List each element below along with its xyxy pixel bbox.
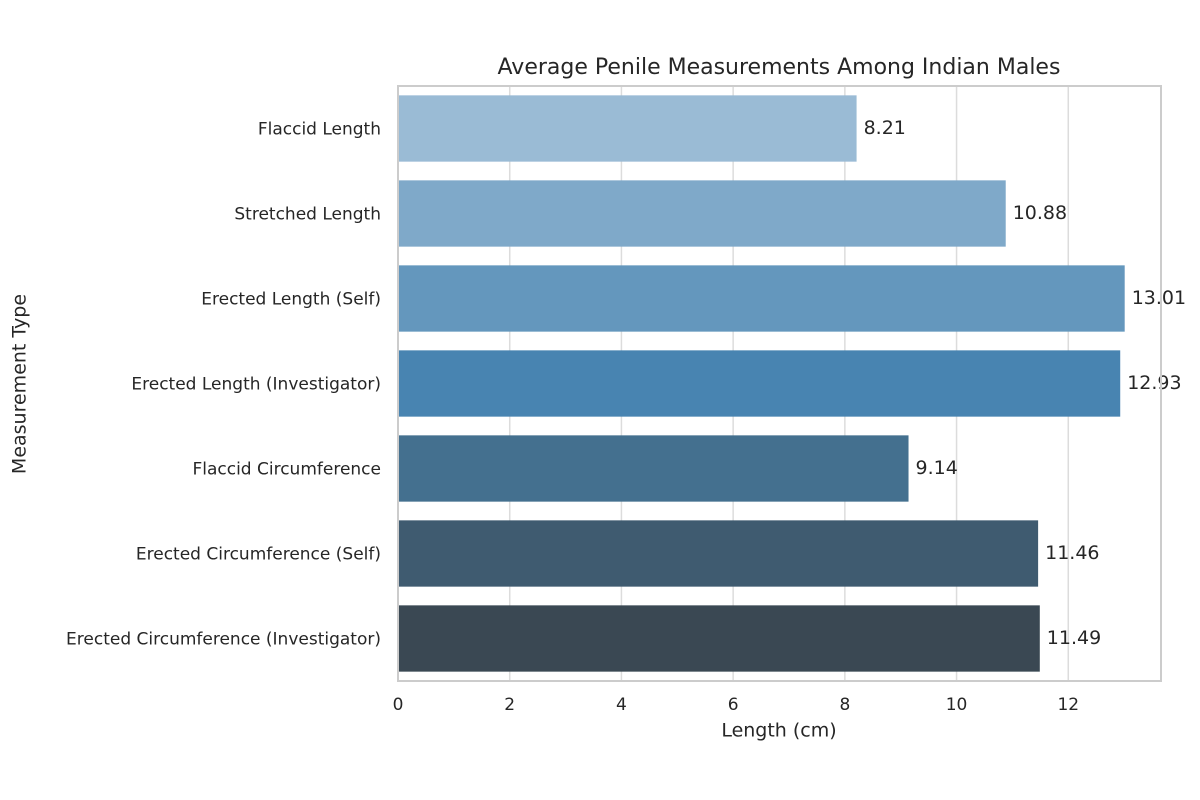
value-label: 10.88 [1013, 202, 1067, 224]
x-tick-label: 4 [616, 695, 627, 715]
bar [398, 435, 909, 502]
y-tick-label: Stretched Length [234, 205, 381, 225]
bar [398, 95, 857, 162]
x-tick-label: 12 [1057, 695, 1079, 715]
bar [398, 265, 1125, 332]
value-label: 11.46 [1045, 542, 1099, 564]
bar [398, 520, 1039, 587]
y-tick-label: Flaccid Circumference [192, 460, 381, 480]
x-tick-label: 2 [504, 695, 515, 715]
value-label: 13.01 [1132, 287, 1186, 309]
value-label: 12.93 [1127, 372, 1181, 394]
x-axis-label: Length (cm) [721, 720, 836, 742]
x-tick-label: 6 [728, 695, 739, 715]
y-tick-label: Erected Circumference (Investigator) [66, 630, 381, 650]
value-label: 8.21 [864, 117, 906, 139]
plot-frame [397, 85, 1162, 682]
bar [398, 180, 1006, 247]
y-tick-label: Erected Length (Self) [201, 290, 381, 310]
bar [398, 350, 1121, 417]
y-tick-label: Flaccid Length [258, 120, 381, 140]
x-tick-label: 0 [393, 695, 404, 715]
chart-title: Average Penile Measurements Among Indian… [498, 55, 1061, 80]
bar [398, 605, 1040, 672]
y-tick-label: Erected Length (Investigator) [131, 375, 381, 395]
value-label: 9.14 [916, 457, 958, 479]
x-tick-label: 10 [946, 695, 968, 715]
value-label: 11.49 [1047, 627, 1101, 649]
y-axis-label: Measurement Type [9, 294, 31, 474]
y-tick-label: Erected Circumference (Self) [136, 545, 381, 565]
x-tick-label: 8 [839, 695, 850, 715]
